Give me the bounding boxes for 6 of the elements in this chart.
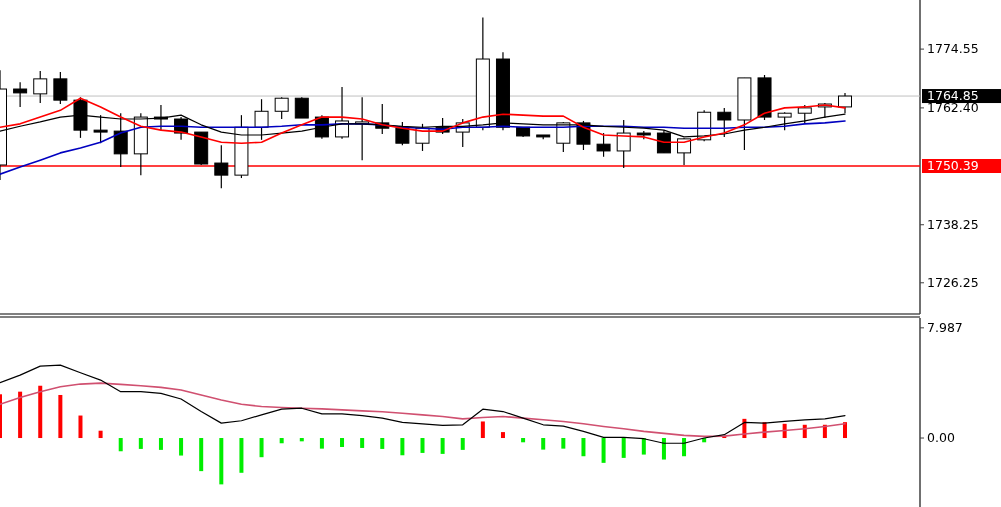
y-tick-label: 1726.25 xyxy=(927,275,979,291)
ref-line-label: 1750.39 xyxy=(927,158,979,174)
y-tick-label: 7.987 xyxy=(927,320,963,336)
y-tick-label: 0.00 xyxy=(927,430,955,446)
y-tick-label: 1774.55 xyxy=(927,41,979,57)
y-tick-label: 1738.25 xyxy=(927,217,979,233)
